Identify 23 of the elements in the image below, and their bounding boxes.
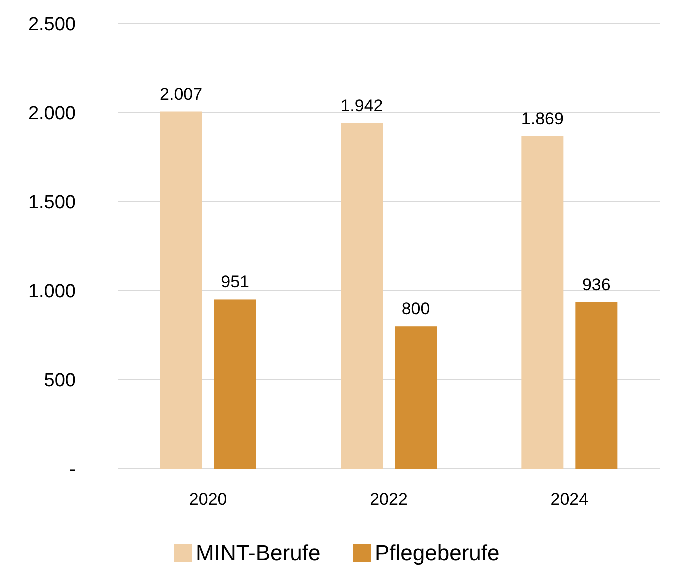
bar: [576, 302, 618, 469]
y-tick-label: -: [70, 460, 76, 481]
y-tick-label: 2.000: [28, 104, 76, 125]
data-label: 1.869: [521, 109, 564, 128]
data-label: 936: [582, 275, 611, 294]
data-label: 2.007: [160, 84, 203, 104]
x-tick-label: 2020: [189, 490, 228, 509]
bar: [395, 326, 437, 469]
legend-label: MINT-Berufe: [196, 540, 321, 566]
data-label: 1.942: [340, 96, 384, 116]
data-label: 800: [402, 300, 430, 319]
x-tick-label: 2022: [370, 490, 408, 509]
y-tick-label: 1.000: [28, 282, 76, 303]
x-tick-label: 2024: [550, 490, 589, 509]
y-tick-label: 500: [44, 370, 76, 392]
legend-label: Pflegeberufe: [375, 540, 500, 566]
bar: [160, 112, 202, 469]
bar: [522, 136, 564, 469]
y-tick-label: 1.500: [28, 192, 76, 214]
y-tick-label: 2.500: [28, 14, 76, 36]
data-label: 951: [221, 272, 250, 292]
bar: [214, 300, 256, 469]
bar: [341, 123, 383, 469]
